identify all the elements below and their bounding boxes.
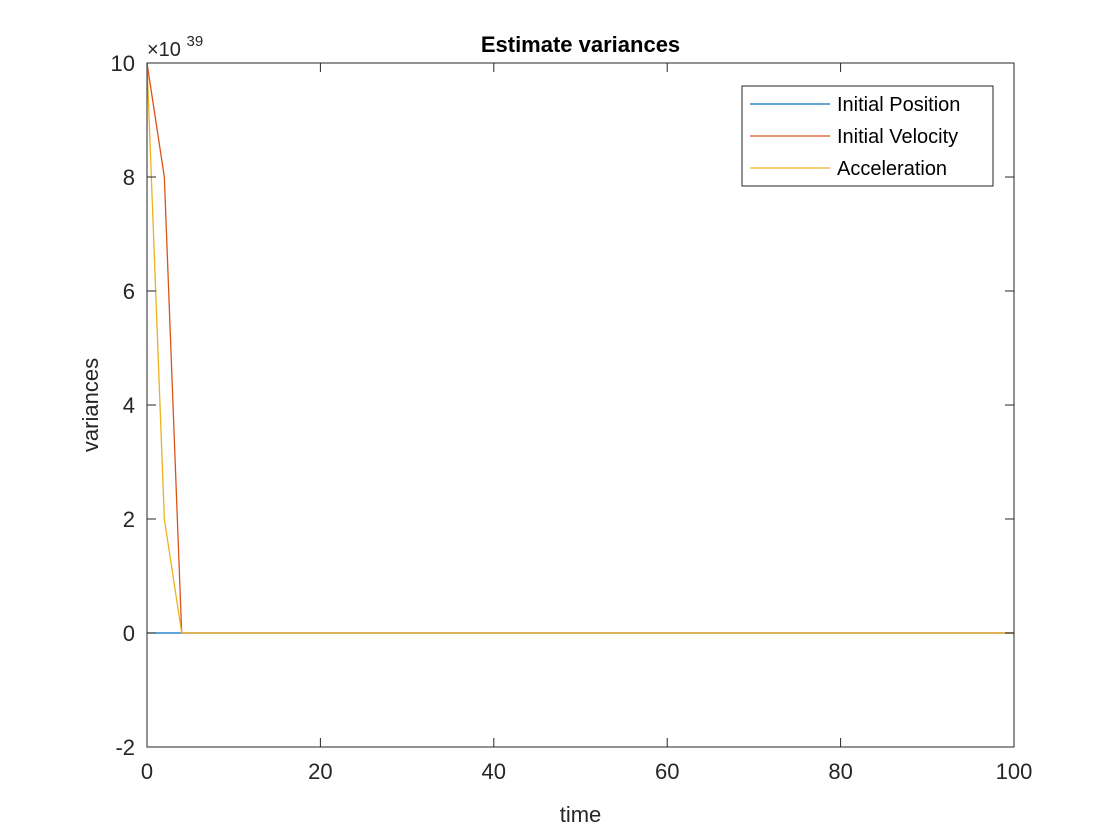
chart-title: Estimate variances: [481, 32, 680, 57]
legend: Initial Position Initial Velocity Accelera…: [741, 85, 994, 187]
legend-label-1: Initial Velocity: [837, 126, 958, 148]
y-tick-label: 8: [123, 165, 135, 190]
x-tick-label: 40: [482, 759, 506, 784]
y-tick-label: 2: [123, 507, 135, 532]
y-axis-exponent-base: ×10: [147, 39, 181, 61]
labels-layer: Estimate variances time variances ×10 39: [78, 32, 680, 827]
legend-label-0: Initial Position: [837, 94, 960, 116]
x-tick-label: 100: [996, 759, 1033, 784]
x-tick-label: 60: [655, 759, 679, 784]
x-tick-label: 0: [141, 759, 153, 784]
y-axis-exponent: ×10 39: [147, 33, 203, 61]
y-tick-label: -2: [115, 735, 135, 760]
y-tick-label: 0: [123, 621, 135, 646]
y-axis-label: variances: [78, 358, 103, 452]
y-tick-label: 10: [111, 51, 135, 76]
y-tick-label: 4: [123, 393, 135, 418]
y-tick-label: 6: [123, 279, 135, 304]
x-axis-label: time: [560, 802, 602, 827]
legend-label-2: Acceleration: [837, 158, 947, 180]
x-tick-label: 80: [828, 759, 852, 784]
x-tick-label: 20: [308, 759, 332, 784]
y-axis-exponent-power: 39: [187, 33, 204, 50]
